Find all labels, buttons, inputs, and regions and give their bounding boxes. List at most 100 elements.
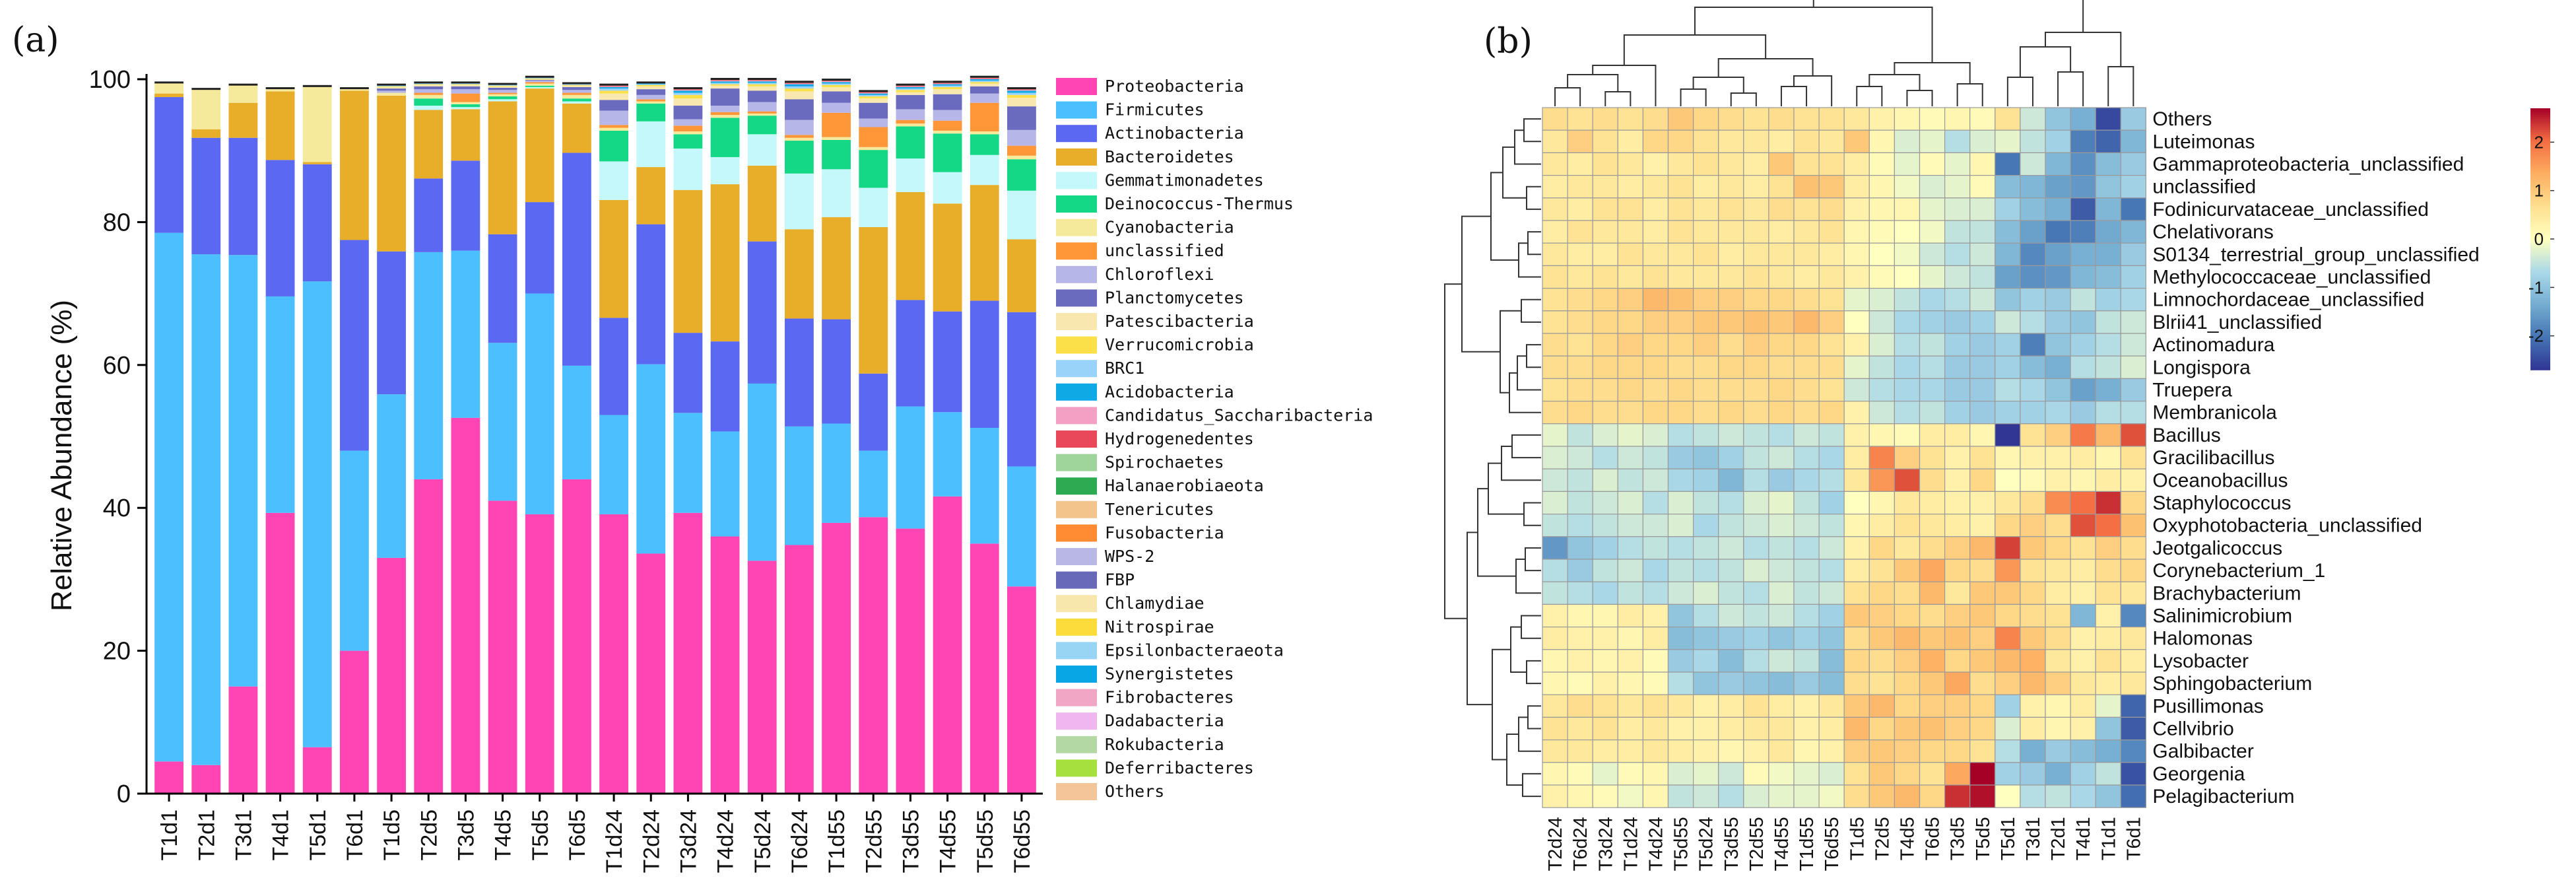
- heatmap-cell: [1667, 784, 1694, 808]
- bar-segment: [710, 118, 740, 157]
- colorbar-segment: [2530, 283, 2550, 286]
- bar-segment: [673, 98, 703, 106]
- heatmap-cell: [1995, 288, 2021, 312]
- heatmap-cell: [1718, 242, 1744, 267]
- legend-label: Others: [1105, 782, 1164, 801]
- x-tick-label: T6d5: [565, 809, 590, 861]
- legend-swatch: [1056, 595, 1097, 613]
- bar-top-cap: [710, 78, 740, 80]
- bar-segment: [822, 217, 851, 320]
- heatmap-cell: [1768, 265, 1795, 289]
- heatmap-cell: [1768, 626, 1795, 650]
- heatmap-cell: [1693, 220, 1719, 244]
- bar-segment: [673, 512, 703, 794]
- heatmap-cell: [1995, 265, 2021, 289]
- heatmap-cell: [2070, 649, 2096, 673]
- colorbar-segment: [2530, 337, 2550, 340]
- heatmap-cell: [1868, 310, 1896, 334]
- bar-top-cap: [154, 81, 183, 84]
- heatmap-cell: [1894, 242, 1921, 267]
- bar-segment: [673, 413, 703, 513]
- heatmap-cell: [1995, 559, 2021, 582]
- heatmap-cell: [1667, 355, 1694, 380]
- heatmap-cell: [2120, 491, 2147, 515]
- heatmap-cell: [1944, 513, 1971, 537]
- heatmap-cell: [1868, 107, 1896, 131]
- bar-segment: [451, 102, 480, 104]
- heatmap-cell: [2120, 581, 2147, 605]
- dendrogram-link: [1812, 0, 2084, 32]
- heatmap-cell: [1768, 152, 1795, 176]
- bar-segment: [747, 241, 777, 384]
- heatmap-cell: [2045, 491, 2071, 515]
- colorbar-segment: [2530, 261, 2550, 264]
- bar-segment: [636, 89, 666, 95]
- heatmap-cell: [1868, 649, 1896, 673]
- heatmap-cell: [1768, 400, 1795, 425]
- heatmap-cell: [2070, 333, 2096, 357]
- bar-segment: [265, 160, 295, 296]
- heatmap-cell: [1868, 513, 1896, 537]
- heatmap-cell: [1793, 491, 1820, 515]
- heatmap-cell: [1995, 242, 2021, 267]
- heatmap-cell: [1642, 649, 1669, 673]
- heatmap-cell: [2120, 536, 2147, 560]
- heatmap-cell: [1592, 468, 1618, 493]
- heatmap-cell: [2070, 694, 2096, 718]
- heatmap-cell: [1843, 333, 1870, 357]
- heatmap-cell: [1919, 129, 1946, 153]
- heatmap-cell: [2095, 536, 2121, 560]
- heatmap-cell: [2120, 220, 2147, 244]
- heatmap-cell: [1617, 559, 1644, 582]
- colorbar-segment: [2530, 164, 2550, 168]
- heatmap-cell: [1818, 220, 1845, 244]
- bar-segment: [933, 85, 962, 87]
- bar-top-cap: [488, 83, 517, 85]
- bar-top-cap: [228, 83, 258, 86]
- heatmap-cell: [1793, 220, 1820, 244]
- bar-segment: [710, 184, 740, 342]
- legend-label: Chloroflexi: [1105, 265, 1214, 284]
- bar-segment: [488, 92, 517, 94]
- heatmap-cell: [1944, 559, 1971, 582]
- bar-segment: [859, 118, 888, 127]
- heatmap-cell: [1944, 220, 1971, 244]
- heatmap-cell: [1617, 716, 1644, 741]
- bar-segment: [154, 97, 183, 233]
- heatmap-cell: [1995, 197, 2021, 221]
- heatmap-cell: [1919, 536, 1946, 560]
- heatmap-cell: [2095, 491, 2121, 515]
- bar-segment: [636, 553, 666, 794]
- heatmap-cell: [1894, 107, 1921, 131]
- bar-segment: [822, 85, 851, 87]
- bar-segment: [377, 86, 406, 87]
- bar-segment: [414, 85, 444, 86]
- heatmap-cell: [2070, 400, 2096, 425]
- heatmap-cell: [1617, 626, 1644, 650]
- heatmap-cell: [2070, 423, 2096, 447]
- heatmap-cell: [1919, 197, 1946, 221]
- heatmap-cell: [1919, 355, 1946, 380]
- heatmap-cell: [1743, 129, 1769, 153]
- heatmap-cell: [1868, 446, 1896, 469]
- dendrogram-link: [1488, 462, 1524, 515]
- heatmap-cell: [1617, 107, 1644, 131]
- heatmap-cell: [1718, 581, 1744, 605]
- heatmap-cell: [1768, 333, 1795, 357]
- heatmap-cell: [1969, 197, 1996, 221]
- heatmap-cell: [1944, 129, 1971, 153]
- colorbar-tick-label: -1: [2528, 277, 2544, 297]
- legend-label: Actinobacteria: [1105, 123, 1244, 143]
- bar-segment: [636, 99, 666, 102]
- colorbar-segment: [2530, 208, 2550, 211]
- bar-segment: [710, 341, 740, 432]
- bar-top-cap: [636, 81, 666, 84]
- heatmap-cell: [1592, 107, 1618, 131]
- colorbar-segment: [2530, 252, 2550, 255]
- column-label: T2d24: [1545, 817, 1566, 871]
- heatmap-cell: [1693, 423, 1719, 447]
- bar-segment: [340, 90, 369, 240]
- bar-segment: [710, 536, 740, 794]
- heatmap-cell: [1919, 694, 1946, 718]
- heatmap-cell: [1667, 536, 1694, 560]
